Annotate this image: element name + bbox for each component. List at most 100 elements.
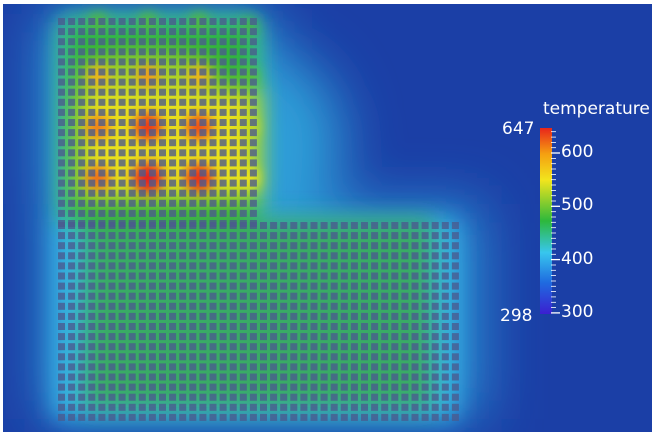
grid-cell [88,38,96,46]
grid-cell [148,242,156,250]
grid-cell [199,48,207,56]
grid-cell [451,262,459,270]
grid-cell [88,353,96,361]
colorbar-tick-label: 500 [561,195,594,216]
grid-cell [118,373,126,381]
grid-cell [290,302,298,310]
grid-cell [219,252,227,260]
grid-cell [179,333,187,341]
grid-cell [128,139,136,147]
grid-cell [320,413,328,421]
grid-cell [270,363,278,371]
grid-cell [270,262,278,270]
grid-cell [361,252,368,260]
grid-cell [58,38,65,46]
grid-cell [350,312,358,320]
grid-cell [78,292,86,300]
colorbar-title: temperature [543,99,650,119]
grid-cell [249,58,257,66]
grid-cell [78,403,86,411]
grid-cell [441,333,449,341]
grid-cell [199,242,207,250]
grid-cell [128,343,136,351]
grid-cell [58,222,65,229]
grid-cell [169,312,177,320]
grid-cell [229,393,237,401]
grid-cell [179,108,187,116]
grid-cell [189,149,197,157]
grid-cell [179,209,187,217]
grid-cell [118,58,126,66]
grid-cell [179,343,187,351]
grid-cell [199,383,207,391]
grid-cell [239,262,247,270]
grid-cell [128,189,136,197]
grid-cell [219,282,227,290]
grid-cell [88,393,96,401]
grid-cell [229,139,237,147]
grid-cell [270,302,278,310]
grid-cell [431,222,439,229]
grid-cell [451,343,459,351]
grid-cell [58,242,65,250]
grid-cell [421,282,429,290]
grid-cell [169,232,177,240]
grid-cell [249,333,257,341]
grid-cell [179,78,187,86]
grid-cell [280,353,288,361]
grid-cell [138,393,146,401]
grid-cell [108,68,116,76]
grid-cell [340,282,348,290]
grid-cell [280,312,288,320]
grid-cell [68,252,76,260]
grid-cell [401,403,409,411]
grid-cell [169,58,177,66]
grid-cell [68,28,76,36]
grid-cell [401,393,409,401]
grid-cell [189,68,197,76]
grid-cell [159,18,166,25]
grid-cell [179,353,187,361]
grid-cell [108,393,116,401]
grid-cell [98,149,106,157]
grid-cell [88,413,96,421]
grid-cell [209,242,217,250]
grid-cell [441,262,449,270]
grid-cell [118,68,126,76]
grid-cell [239,88,247,96]
grid-cell [371,272,379,280]
grid-cell [199,222,207,229]
grid-cell [320,323,328,330]
grid-cell [310,242,318,250]
grid-cell [108,169,116,177]
grid-cell [381,413,389,421]
grid-cell [290,272,298,280]
grid-cell [98,413,106,421]
grid-cell [138,373,146,381]
grid-cell [209,252,217,260]
grid-cell [451,333,459,341]
grid-cell [159,403,166,411]
grid-cell [260,373,267,381]
grid-cell [169,78,177,86]
grid-cell [249,373,257,381]
grid-cell [189,119,197,126]
grid-cell [249,323,257,330]
grid-cell [118,292,126,300]
grid-cell [239,383,247,391]
grid-cell [179,252,187,260]
grid-cell [249,302,257,310]
grid-cell [148,209,156,217]
grid-cell [98,119,106,126]
grid-cell [290,323,298,330]
grid-cell [320,393,328,401]
grid-cell [451,222,459,229]
grid-cell [209,149,217,157]
grid-cell [260,272,267,280]
grid-cell [229,119,237,126]
grid-cell [239,252,247,260]
grid-cell [219,353,227,361]
grid-cell [401,262,409,270]
grid-cell [199,38,207,46]
grid-cell [88,292,96,300]
